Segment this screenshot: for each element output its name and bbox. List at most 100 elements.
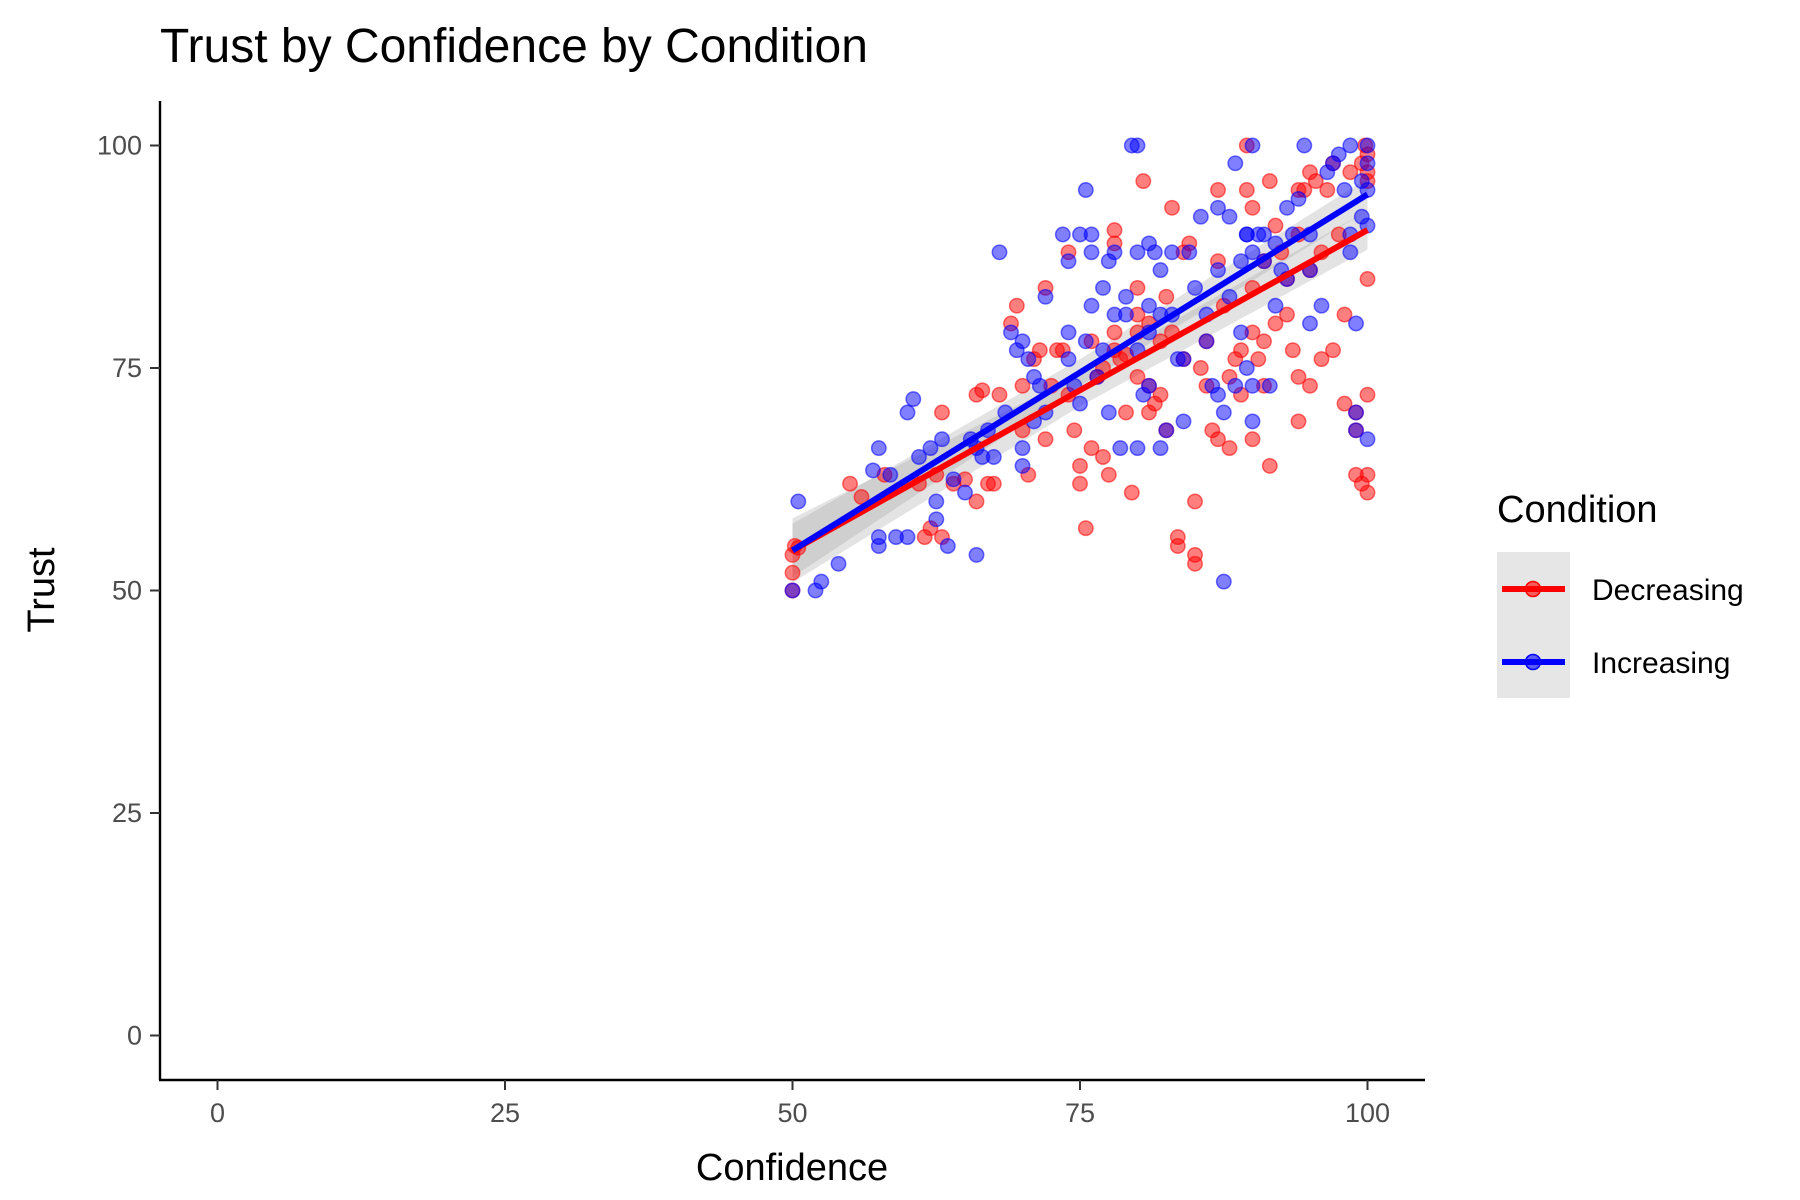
plot-area xyxy=(784,137,1376,599)
scatter-point xyxy=(1244,377,1261,394)
scatter-point xyxy=(1187,493,1203,510)
x-axis-title: Confidence xyxy=(696,1147,888,1189)
scatter-point xyxy=(1359,466,1376,483)
scatter-point xyxy=(790,493,807,510)
x-tick-label: 25 xyxy=(490,1098,520,1128)
scatter-point xyxy=(1123,484,1140,501)
scatter-point xyxy=(899,404,916,421)
scatter-point xyxy=(1129,440,1146,457)
scatter-point xyxy=(1077,520,1094,537)
x-tick-label: 50 xyxy=(777,1098,807,1128)
y-tick-label: 75 xyxy=(112,353,142,383)
scatter-point xyxy=(945,471,962,488)
scatter-point xyxy=(1244,199,1261,216)
scatter-point xyxy=(1210,182,1226,198)
scatter-point xyxy=(1020,351,1037,368)
scatter-point xyxy=(1342,164,1359,181)
scatter-point xyxy=(1083,297,1100,314)
scatter-point xyxy=(991,386,1008,403)
scatter-point xyxy=(1187,555,1203,572)
scatter-point xyxy=(1279,306,1295,323)
scatter-point xyxy=(1256,226,1272,243)
scatter-point xyxy=(1244,431,1261,448)
scatter-point xyxy=(1100,466,1117,483)
scatter-point xyxy=(1106,324,1123,341)
x-tick-label: 0 xyxy=(210,1098,225,1128)
scatter-point xyxy=(1014,377,1031,394)
scatter-point xyxy=(1330,146,1347,163)
scatter-point xyxy=(905,391,922,408)
scatter-point xyxy=(968,546,985,563)
scatter-point xyxy=(1100,404,1117,421)
scatter-point xyxy=(1037,288,1054,305)
scatter-point xyxy=(1250,351,1267,368)
scatter-point xyxy=(870,538,887,554)
scatter-point xyxy=(1083,244,1100,261)
scatter-point xyxy=(1003,324,1019,341)
scatter-point xyxy=(1066,422,1083,439)
trend-line xyxy=(791,227,1369,554)
y-ticks: 0 25 50 75 100 xyxy=(97,131,160,1051)
scatter-point xyxy=(1296,137,1313,154)
scatter-point xyxy=(1348,404,1364,421)
legend-key-background xyxy=(1497,552,1570,698)
scatter-point xyxy=(1169,538,1186,554)
scatter-point xyxy=(784,582,801,599)
scatter-point xyxy=(1158,422,1175,439)
scatter-point xyxy=(1106,222,1123,239)
scatter-point xyxy=(1072,457,1088,474)
scatter-point xyxy=(1336,395,1353,412)
scatter-point xyxy=(974,382,991,399)
legend-label: Increasing xyxy=(1592,647,1730,680)
trend-line xyxy=(790,191,1370,554)
scatter-point xyxy=(1261,377,1278,394)
scatter-point xyxy=(1095,279,1111,296)
scatter-point xyxy=(968,493,985,510)
scatter-point xyxy=(1060,351,1077,368)
scatter-point xyxy=(934,431,950,448)
scatter-point xyxy=(1336,182,1353,198)
legend-title: Condition xyxy=(1497,489,1658,531)
scatter-point xyxy=(1072,475,1088,492)
scatter-point xyxy=(813,573,830,590)
scatter-point xyxy=(1210,431,1226,448)
scatter-point xyxy=(1221,440,1238,457)
legend: Condition Decreasing Increasing xyxy=(1497,489,1744,698)
scatter-point xyxy=(1095,449,1111,465)
y-tick-label: 0 xyxy=(127,1021,142,1051)
scatter-point xyxy=(1359,137,1376,154)
scatter-point xyxy=(1112,440,1129,457)
scatter-point xyxy=(911,449,927,465)
scatter-point xyxy=(1267,315,1284,332)
scatter-point xyxy=(1060,253,1077,270)
x-tick-label: 75 xyxy=(1065,1098,1095,1128)
y-tick-label: 25 xyxy=(112,798,142,828)
scatter-point xyxy=(928,493,945,510)
scatter-point xyxy=(1060,324,1077,341)
scatter-point xyxy=(1233,342,1249,359)
scatter-point xyxy=(928,511,945,528)
scatter-point xyxy=(934,404,950,421)
scatter-point xyxy=(1279,199,1295,216)
scatter-point xyxy=(1129,368,1146,385)
scatter-point xyxy=(1106,244,1123,261)
scatter-point xyxy=(1141,377,1157,394)
scatter-point xyxy=(1175,413,1192,430)
scatter-point xyxy=(985,449,1002,465)
legend-key-point xyxy=(1524,580,1542,598)
scatter-point xyxy=(842,475,858,492)
scatter-point xyxy=(1244,137,1261,154)
scatter-point xyxy=(1152,386,1169,403)
scatter-point xyxy=(1072,395,1088,412)
scatter-point xyxy=(1158,288,1175,305)
scatter-point xyxy=(1215,404,1232,421)
scatter-point xyxy=(1210,262,1226,279)
scatter-point xyxy=(1227,377,1244,394)
scatter-point xyxy=(1192,360,1209,376)
scatter-point xyxy=(1290,413,1307,430)
y-tick-label: 100 xyxy=(97,131,142,161)
scatter-point xyxy=(830,555,847,572)
scatter-point xyxy=(1348,315,1364,332)
scatter-point xyxy=(1302,315,1318,332)
scatter-point xyxy=(1359,271,1376,287)
